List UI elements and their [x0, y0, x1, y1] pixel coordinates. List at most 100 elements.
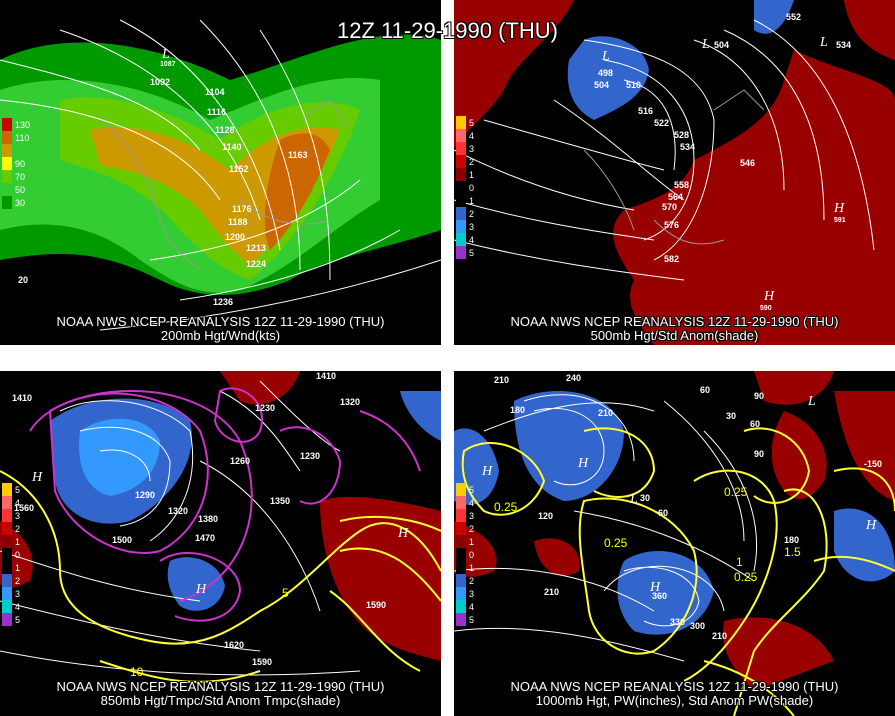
map-1000mb: 210 240 180 60 210 30 90 60 120 30 60 -1…	[454, 371, 895, 716]
high-marker: H	[195, 582, 207, 597]
contour-label: 528	[674, 130, 689, 140]
caption-line1: NOAA NWS NCEP REANALYSIS 12Z 11-29-1990 …	[56, 679, 385, 694]
panel-850mb: 1410 1410 1230 1290 1320 1260 1230 1350 …	[0, 371, 441, 716]
pw-label: 1.5	[784, 545, 801, 559]
contour-label: 330	[670, 617, 685, 627]
low-marker: L	[701, 37, 710, 52]
high-marker: H	[481, 464, 493, 479]
contour-label: 1152	[229, 164, 249, 174]
contour-label: 1320	[340, 397, 360, 407]
contour-label: 510	[626, 80, 641, 90]
contour-label: 522	[654, 118, 669, 128]
map-850mb: 1410 1410 1230 1290 1320 1260 1230 1350 …	[0, 371, 441, 683]
contour-label: 1350	[270, 496, 290, 506]
contour-label: -150	[864, 459, 882, 469]
contour-label: 1470	[195, 533, 215, 543]
contour-label: 20	[18, 275, 28, 285]
panel-1000mb: 210 240 180 60 210 30 90 60 120 30 60 -1…	[454, 371, 895, 716]
contour-label: 504	[714, 40, 729, 50]
contour-label: 210	[598, 408, 613, 418]
pw-label: 0.25	[494, 500, 518, 514]
contour-label: 1410	[316, 371, 336, 381]
contour-label: 546	[740, 158, 755, 168]
contour-label: 60	[700, 385, 710, 395]
low-marker: L	[629, 492, 638, 507]
pw-label: 0.25	[604, 536, 628, 550]
contour-label: 582	[664, 254, 679, 264]
high-marker: H	[31, 470, 43, 485]
low-marker: L	[601, 49, 610, 64]
contour-label: 180	[784, 535, 799, 545]
contour-label: 564	[668, 192, 683, 202]
contour-label: 210	[494, 375, 509, 385]
legend-850mb: 5 4 3 2 1 0 1 2 3 4 5	[2, 483, 20, 626]
contour-label: 570	[662, 202, 677, 212]
caption-line2: 1000mb Hgt, PW(inches), Std Anom PW(shad…	[535, 693, 814, 708]
contour-label: 90	[754, 391, 764, 401]
contour-label: 360	[652, 591, 667, 601]
pw-label: 0.25	[734, 570, 758, 584]
contour-label: 1176	[232, 204, 252, 214]
pw-label: 1	[736, 555, 743, 569]
legend-500mb: 5 4 3 2 1 0 1 2 3 4 5	[456, 116, 474, 259]
contour-label: 30	[726, 411, 736, 421]
map-500mb: 498 504 510 516 522 528 534 546 558 564 …	[454, 0, 895, 345]
contour-label: 1224	[246, 259, 266, 269]
contour-label: 558	[674, 180, 689, 190]
temp-label: 10	[130, 665, 144, 679]
contour-label: 1128	[215, 125, 235, 135]
contour-label: 210	[544, 587, 559, 597]
caption-line2: 500mb Hgt/Std Anom(shade)	[590, 328, 759, 343]
high-marker: H	[865, 518, 877, 533]
caption-line1: NOAA NWS NCEP REANALYSIS 12Z 11-29-1990 …	[56, 314, 385, 329]
main-title: 12Z 11-29-1990 (THU)	[337, 18, 558, 43]
contour-label: 300	[690, 621, 705, 631]
panel-500mb: 498 504 510 516 522 528 534 546 558 564 …	[454, 0, 895, 345]
contour-label: 1236	[213, 297, 233, 307]
contour-label: 1230	[255, 403, 275, 413]
contour-label: 1290	[135, 490, 155, 500]
panel-200mb: 1092 1104 1116 1128 1140 1152 1163 1176 …	[0, 0, 441, 345]
contour-label: 591	[834, 217, 846, 224]
high-marker: H	[577, 456, 589, 471]
contour-label: 504	[594, 80, 609, 90]
contour-label: 1200	[225, 232, 245, 242]
contour-label: 1590	[252, 657, 272, 667]
contour-label: 1188	[228, 217, 248, 227]
contour-label: 1590	[366, 600, 386, 610]
contour-label: 516	[638, 106, 653, 116]
contour-label: 180	[510, 405, 525, 415]
high-marker: H	[649, 580, 661, 595]
contour-label: 576	[664, 220, 679, 230]
map-200mb: 1092 1104 1116 1128 1140 1152 1163 1176 …	[0, 0, 441, 345]
caption-line1: NOAA NWS NCEP REANALYSIS 12Z 11-29-1990 …	[510, 679, 839, 694]
contour-label: 552	[786, 12, 801, 22]
contour-label: 534	[680, 142, 695, 152]
low-marker: L	[819, 35, 828, 50]
caption-line1: NOAA NWS NCEP REANALYSIS 12Z 11-29-1990 …	[510, 314, 839, 329]
temp-label: 5	[282, 586, 289, 600]
caption-line2: 200mb Hgt/Wnd(kts)	[160, 328, 281, 343]
contour-label: 1410	[12, 393, 32, 403]
pw-label: 0.25	[724, 485, 748, 499]
caption-line2: 850mb Hgt/Tmpc/Std Anom Tmpc(shade)	[100, 693, 341, 708]
legend-200mb: 130 110 90 70 50 30	[2, 118, 30, 209]
contour-label: 498	[598, 68, 613, 78]
contour-label: 1116	[207, 107, 226, 117]
contour-label: 210	[712, 631, 727, 641]
contour-label: 60	[750, 419, 760, 429]
contour-label: 1320	[168, 506, 188, 516]
high-marker: H	[833, 201, 845, 216]
contour-label: 90	[754, 449, 764, 459]
contour-label: 1092	[150, 77, 170, 87]
contour-label: 1230	[300, 451, 320, 461]
legend-1000mb: 5 4 3 2 1 0 1 2 3 4 5	[456, 483, 474, 626]
contour-label: 534	[836, 40, 851, 50]
contour-label: 1163	[288, 150, 308, 160]
contour-label: 30	[640, 493, 650, 503]
contour-label: 60	[658, 508, 668, 518]
contour-label: 1087	[160, 61, 176, 68]
low-marker: L	[807, 394, 816, 409]
contour-label: 1620	[224, 640, 244, 650]
high-marker: H	[763, 289, 775, 304]
